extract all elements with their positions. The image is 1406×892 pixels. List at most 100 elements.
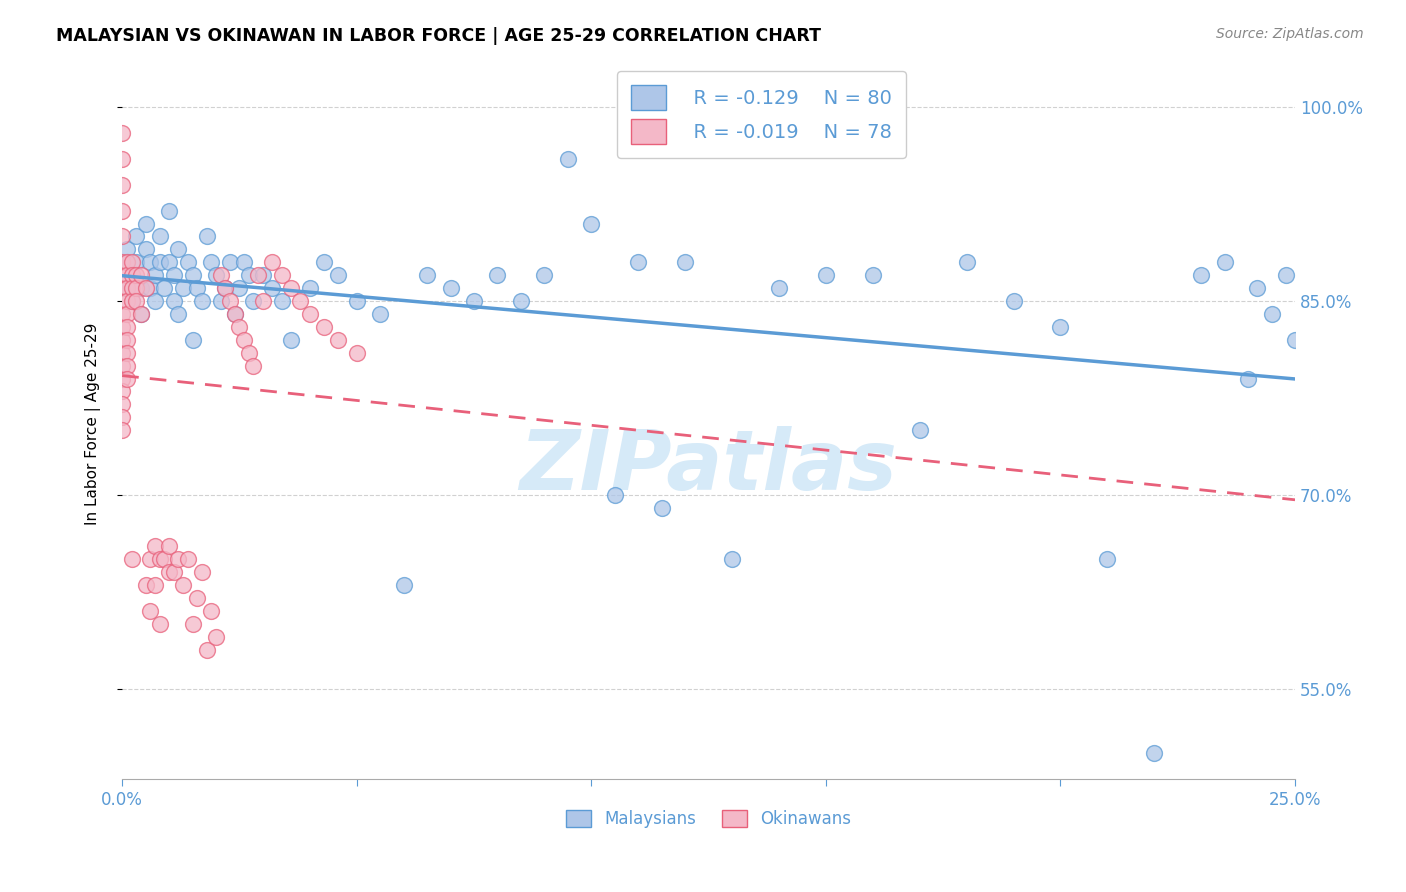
Point (111, 371, 134, 385)
Point (247, 268, 270, 282)
Point (1260, 307, 1282, 321)
Point (416, 268, 439, 282)
Point (115, 345, 138, 359)
Point (111, 229, 134, 244)
Point (262, 255, 284, 269)
Point (157, 255, 180, 269)
Point (233, 255, 256, 269)
Legend: Malaysians, Okinawans: Malaysians, Okinawans (560, 803, 858, 835)
Point (603, 488, 626, 502)
Point (125, 293, 148, 308)
Point (721, 552, 744, 566)
Point (252, 293, 274, 308)
Point (280, 333, 302, 347)
Point (157, 540, 180, 554)
Point (121, 293, 143, 308)
Point (111, 307, 134, 321)
Point (200, 255, 222, 269)
Point (163, 566, 186, 580)
Point (143, 540, 166, 554)
Point (111, 268, 134, 282)
Point (157, 203, 180, 218)
Point (177, 255, 200, 269)
Point (224, 307, 246, 321)
Point (115, 319, 138, 334)
Point (439, 281, 461, 295)
Point (768, 281, 790, 295)
Point (143, 293, 166, 308)
Point (368, 307, 391, 321)
Point (143, 268, 166, 282)
Point (135, 217, 157, 231)
Point (814, 268, 837, 282)
Point (172, 281, 194, 295)
Point (280, 281, 302, 295)
Point (121, 255, 143, 269)
Point (270, 293, 292, 308)
Point (157, 566, 180, 580)
Point (115, 255, 138, 269)
Point (115, 281, 138, 295)
Point (139, 552, 162, 566)
Point (224, 307, 246, 321)
Point (1049, 319, 1071, 334)
Point (298, 307, 321, 321)
Point (1002, 293, 1025, 308)
Point (463, 293, 485, 308)
Point (115, 333, 138, 347)
Point (862, 268, 884, 282)
Point (673, 255, 696, 269)
Point (153, 552, 176, 566)
Point (312, 255, 335, 269)
Point (167, 307, 190, 321)
Point (111, 384, 134, 399)
Point (346, 293, 368, 308)
Point (392, 578, 415, 592)
Point (143, 578, 166, 592)
Point (121, 293, 143, 308)
Point (1284, 333, 1306, 347)
Point (186, 591, 208, 606)
Point (209, 268, 232, 282)
Point (125, 229, 148, 244)
Point (200, 604, 222, 618)
Point (115, 359, 138, 373)
Point (1143, 746, 1166, 760)
Point (326, 268, 349, 282)
Point (121, 281, 143, 295)
Point (129, 307, 152, 321)
Point (125, 281, 148, 295)
Point (149, 229, 172, 244)
Point (121, 268, 143, 282)
Point (115, 281, 138, 295)
Point (1246, 281, 1268, 295)
Text: MALAYSIAN VS OKINAWAN IN LABOR FORCE | AGE 25-29 CORRELATION CHART: MALAYSIAN VS OKINAWAN IN LABOR FORCE | A… (56, 27, 821, 45)
Point (111, 397, 134, 411)
Point (121, 268, 143, 282)
Point (219, 293, 242, 308)
Point (111, 203, 134, 218)
Point (111, 410, 134, 425)
Point (177, 552, 200, 566)
Point (346, 345, 368, 359)
Point (167, 552, 190, 566)
Point (125, 255, 148, 269)
Y-axis label: In Labor Force | Age 25-29: In Labor Force | Age 25-29 (86, 323, 101, 524)
Point (129, 268, 152, 282)
Point (1213, 255, 1236, 269)
Point (557, 152, 579, 166)
Point (111, 319, 134, 334)
Point (298, 281, 321, 295)
Point (509, 293, 531, 308)
Point (163, 268, 186, 282)
Point (115, 255, 138, 269)
Point (209, 293, 232, 308)
Text: Source: ZipAtlas.com: Source: ZipAtlas.com (1216, 27, 1364, 41)
Point (181, 616, 204, 631)
Point (181, 333, 204, 347)
Point (651, 500, 673, 515)
Point (111, 333, 134, 347)
Point (163, 293, 186, 308)
Point (1189, 268, 1212, 282)
Point (115, 293, 138, 308)
